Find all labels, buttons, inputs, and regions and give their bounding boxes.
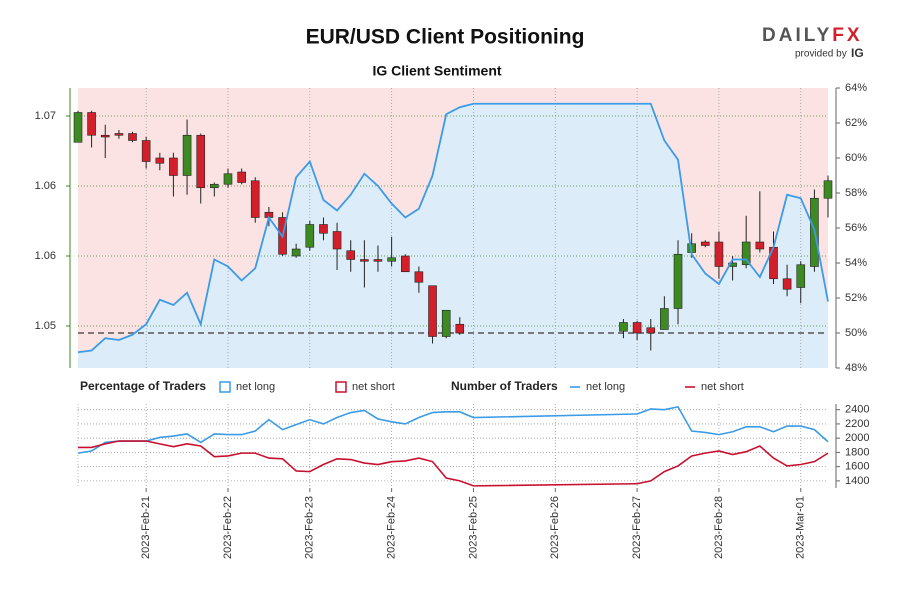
candle-body: [250, 180, 260, 218]
candle-body: [755, 241, 765, 250]
candle-body: [100, 134, 110, 138]
candle-body: [305, 224, 315, 248]
y-tick-label: 1.07: [35, 110, 56, 122]
logo-accent: FX: [832, 25, 862, 46]
legend-swatch: [219, 381, 231, 393]
legend-label: net short: [352, 381, 395, 393]
candle-body: [428, 285, 437, 337]
y-tick-label: 1800: [845, 446, 869, 458]
series-line: [77, 405, 829, 454]
candle-body: [660, 308, 669, 330]
candle-body: [360, 259, 369, 262]
x-tick-label: 2023-Feb-26: [549, 496, 561, 559]
y-tick-label: 1.06: [35, 180, 56, 192]
candle-body: [114, 133, 124, 136]
candle-body: [714, 241, 724, 267]
long-line: [77, 102, 829, 354]
candle-body: [441, 309, 451, 337]
y2-tick-label: 62%: [845, 117, 867, 129]
y2-tick-label: 56%: [845, 222, 867, 234]
candle-body: [141, 140, 151, 162]
y2-tick-label: 58%: [845, 187, 867, 199]
y2-tick-label: 64%: [845, 82, 867, 94]
x-tick-label: 2023-Mar-01: [795, 496, 807, 559]
logo-tagline: provided by: [795, 49, 847, 60]
candle-body: [796, 264, 806, 288]
candle-body: [155, 157, 165, 164]
candle-body: [741, 241, 751, 266]
chart-subtitle: IG Client Sentiment: [372, 63, 501, 79]
long-area: [78, 103, 828, 368]
candle-body: [823, 180, 833, 199]
candle-body: [346, 250, 356, 260]
legend-label: net long: [586, 381, 625, 393]
candle-body: [455, 323, 465, 334]
candle-body: [319, 224, 328, 234]
y-tick-label: 2000: [845, 432, 869, 444]
candle-body: [673, 253, 683, 309]
x-tick-label: 2023-Feb-25: [467, 496, 479, 559]
logo-name: DAILY: [762, 25, 832, 46]
series-line: [78, 440, 829, 487]
x-tick-label: 2023-Feb-24: [386, 496, 398, 559]
legend-label: net short: [701, 381, 744, 393]
candle-body: [223, 173, 233, 185]
candle-body: [169, 157, 178, 176]
candle-body: [73, 112, 83, 143]
candle-body: [291, 248, 301, 257]
y-tick-label: 1.05: [35, 320, 56, 332]
legend-title: Percentage of Traders: [80, 379, 206, 393]
legend-title: Number of Traders: [451, 379, 558, 393]
y2-tick-label: 50%: [845, 327, 867, 339]
candle-body: [332, 231, 342, 250]
x-tick-label: 2023-Feb-21: [140, 496, 152, 559]
candle-body: [619, 322, 628, 332]
candle-body: [700, 241, 710, 246]
y-tick-label: 2400: [845, 404, 869, 416]
candle-body: [182, 134, 192, 176]
candle-body: [87, 112, 96, 136]
candle-body: [782, 278, 792, 290]
y2-tick-label: 54%: [845, 257, 867, 269]
candle-body: [128, 133, 137, 141]
candle-body: [646, 327, 656, 334]
y2-tick-label: 60%: [845, 152, 867, 164]
candle-body: [728, 262, 737, 267]
y-tick-label: 1.06: [35, 250, 56, 262]
x-tick-label: 2023-Feb-28: [713, 496, 725, 559]
y-tick-label: 2200: [845, 418, 869, 430]
candle-body: [210, 183, 219, 189]
y-tick-label: 1600: [845, 461, 869, 473]
y-tick-label: 1400: [845, 475, 869, 487]
candle-body: [373, 259, 383, 262]
logo: DAILYFX: [762, 25, 863, 46]
candle-body: [196, 134, 206, 189]
chart-title: EUR/USD Client Positioning: [306, 26, 585, 49]
x-tick-label: 2023-Feb-27: [631, 496, 643, 559]
y2-tick-label: 52%: [845, 292, 867, 304]
legend-label: net long: [236, 381, 275, 393]
x-tick-label: 2023-Feb-22: [222, 496, 234, 559]
legend-swatch: [335, 381, 347, 393]
candle-body: [387, 257, 396, 262]
logo-brand: IG: [851, 46, 864, 60]
candle-body: [400, 255, 410, 273]
candle-body: [632, 322, 642, 334]
candle-body: [414, 271, 424, 283]
candle-body: [237, 171, 246, 183]
y2-tick-label: 48%: [845, 362, 867, 374]
x-tick-label: 2023-Feb-23: [304, 496, 316, 559]
